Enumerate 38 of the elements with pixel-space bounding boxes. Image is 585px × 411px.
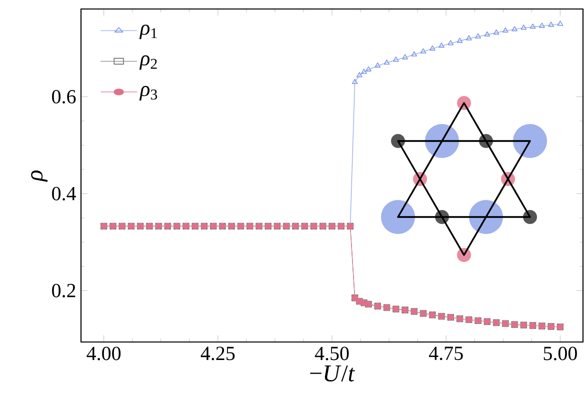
point (475, 33, 481, 38)
point (448, 40, 454, 46)
legend-label: ρ$_{2}$ (139, 55, 157, 70)
point (420, 48, 426, 54)
point (356, 72, 362, 78)
x-tick-label: 4.50 (314, 346, 349, 360)
y-axis-title: ρ (31, 170, 48, 182)
point (411, 51, 418, 56)
x-tick-label: 5.00 (544, 346, 577, 360)
legend-label: ρ$_{1}$ (139, 24, 157, 40)
point (438, 42, 444, 48)
x-tick-label: 4.00 (86, 346, 121, 360)
point (366, 66, 372, 72)
point (493, 29, 500, 35)
point (466, 35, 472, 40)
y-tick-label: 0.6 (52, 90, 76, 104)
point (512, 26, 518, 32)
point (429, 45, 436, 51)
legend-label: ρ$_{3}$ (139, 86, 158, 100)
point (361, 68, 367, 74)
y-tick-label: 0.4 (52, 186, 76, 200)
point (548, 22, 554, 27)
x-tick-label: 4.25 (200, 346, 235, 360)
point (384, 59, 390, 65)
point (392, 56, 399, 62)
point (456, 38, 463, 43)
point (352, 78, 358, 84)
x-tick-label: 4.75 (428, 346, 463, 360)
point (374, 62, 381, 68)
x-axis-title: −U/t (310, 365, 355, 382)
point (502, 27, 508, 33)
point (538, 22, 545, 28)
point (530, 24, 536, 29)
point (520, 24, 527, 30)
point (484, 31, 490, 37)
point (557, 20, 564, 26)
y-tick-label: 0.2 (52, 284, 76, 298)
point (402, 54, 408, 60)
